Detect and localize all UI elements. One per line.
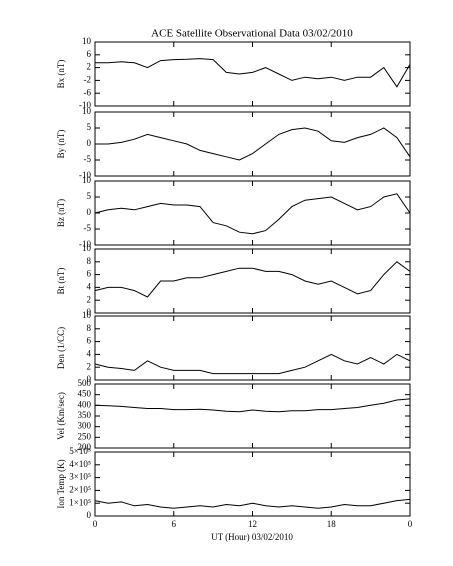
y-tick-label: -10 — [79, 239, 91, 249]
x-tick-label: 12 — [248, 519, 257, 529]
y-tick-label: -10 — [79, 100, 91, 110]
y-tick-label: 0 — [87, 207, 92, 217]
y-tick-label: 0 — [87, 374, 92, 384]
y-tick-label: 4 — [87, 348, 92, 358]
y-tick-label: 6 — [87, 336, 92, 346]
data-line — [94, 261, 411, 298]
chart-title: ACE Satellite Observational Data 03/02/2… — [151, 28, 353, 40]
panel-frame — [94, 111, 411, 177]
data-line — [95, 127, 411, 161]
y-tick-label: 10 — [82, 106, 92, 116]
panel-frame — [94, 383, 411, 449]
data-line — [94, 353, 411, 375]
y-tick-label: -5 — [84, 223, 92, 233]
y-tick-label: 0 — [87, 510, 92, 520]
y-tick-label: 10 — [82, 243, 92, 253]
y-tick-label: -10 — [79, 170, 91, 180]
y-tick-label: 2×10⁵ — [69, 484, 91, 494]
y-tick-label: 5×10⁵ — [69, 446, 91, 456]
y-tick-label: 0 — [87, 307, 92, 317]
y-tick-label: 300 — [78, 421, 92, 431]
panel-frame — [94, 248, 411, 314]
x-tick-label: 6 — [172, 519, 177, 529]
data-line — [94, 398, 411, 413]
y-tick-label: 8 — [87, 323, 92, 333]
x-tick-label: 18 — [327, 519, 337, 529]
y-axis-label: Bx (nT) — [56, 60, 66, 89]
y-tick-label: 200 — [78, 442, 92, 452]
data-line — [95, 58, 411, 88]
y-tick-label: -5 — [84, 154, 92, 164]
y-tick-label: 400 — [78, 399, 92, 409]
y-tick-label: 5 — [87, 191, 92, 201]
y-tick-label: 6 — [87, 49, 92, 59]
data-line — [94, 498, 411, 509]
y-tick-label: 6 — [87, 269, 92, 279]
y-tick-label: 500 — [78, 378, 92, 388]
x-tick-label: 0 — [93, 519, 98, 529]
y-tick-label: 4 — [87, 281, 92, 291]
y-axis-label: Vel (Km/sec) — [56, 392, 66, 440]
y-tick-label: 450 — [78, 389, 92, 399]
y-tick-label: 350 — [78, 410, 92, 420]
panel-frame — [94, 315, 411, 381]
y-tick-label: 5 — [87, 122, 92, 132]
panel-frame — [94, 41, 411, 107]
y-tick-label: 2 — [87, 294, 92, 304]
data-line — [94, 193, 411, 235]
y-tick-label: 1×10⁵ — [69, 497, 91, 507]
y-tick-label: 3×10⁵ — [69, 472, 91, 482]
y-axis-label: Bt (nT) — [56, 268, 66, 295]
y-tick-label: 8 — [87, 256, 92, 266]
y-tick-label: 10 — [82, 310, 92, 320]
x-tick-label: 0 — [408, 519, 413, 529]
panel-frame — [94, 180, 411, 246]
y-tick-label: 0 — [87, 138, 92, 148]
y-tick-label: 2 — [87, 62, 92, 72]
y-tick-label: 10 — [82, 36, 92, 46]
y-tick-label: -6 — [84, 87, 92, 97]
y-tick-label: 250 — [78, 431, 92, 441]
y-axis-label: By (nT) — [56, 130, 66, 159]
y-tick-label: 4×10⁵ — [69, 459, 91, 469]
x-axis-label: UT (Hour) 03/02/2010 — [211, 532, 293, 542]
y-axis-label: Bz (nT) — [56, 199, 66, 227]
y-axis-label: Den (1/CC) — [56, 327, 66, 369]
y-tick-label: 10 — [82, 175, 92, 185]
y-tick-label: -2 — [84, 74, 92, 84]
y-axis-label: Ion Temp (K) — [56, 459, 66, 508]
y-tick-label: 2 — [87, 361, 92, 371]
panel-frame — [94, 451, 411, 517]
